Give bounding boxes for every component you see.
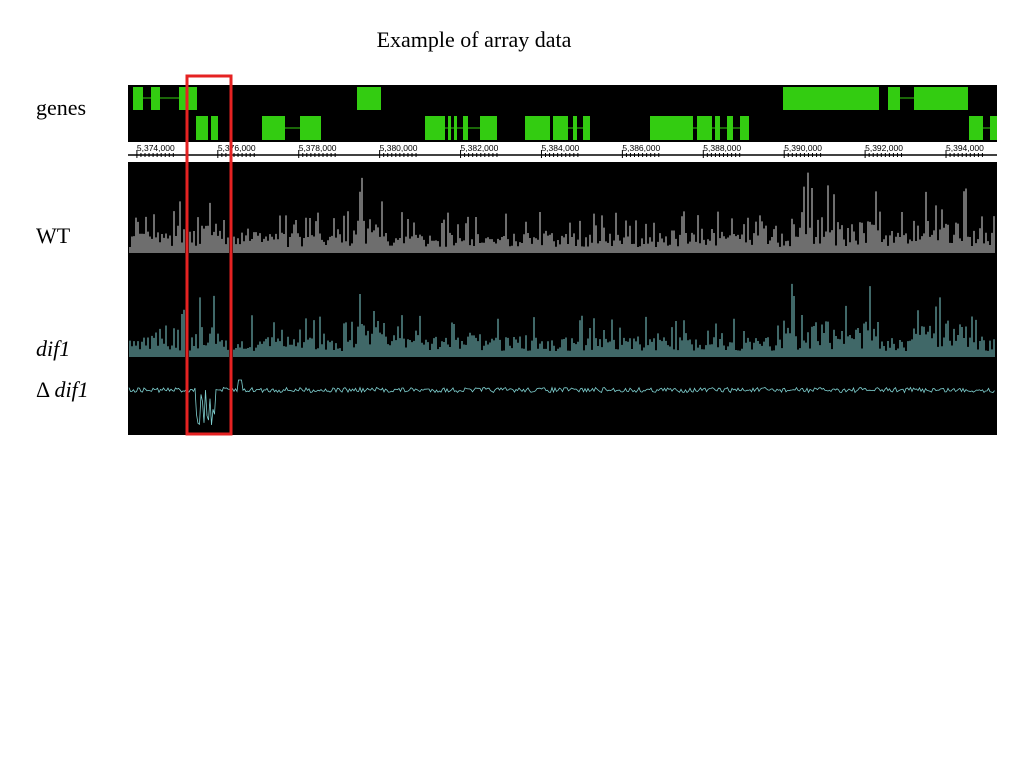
track-label: WT	[36, 223, 71, 248]
highlight-box	[185, 74, 233, 436]
tick-label: 5,386,000	[622, 143, 660, 153]
track-label: genes	[36, 95, 86, 120]
tick-label: 5,388,000	[703, 143, 741, 153]
tick-label: 5,378,000	[299, 143, 337, 153]
tick-label: 5,376,000	[218, 143, 256, 153]
track-label: Δ dif1	[36, 377, 89, 402]
genes	[133, 87, 997, 140]
title: Example of array data	[377, 27, 572, 52]
track-name: dif1	[54, 377, 88, 402]
data-panel	[128, 162, 997, 435]
tick-label: 5,384,000	[541, 143, 579, 153]
tick-label: 5,392,000	[865, 143, 903, 153]
delta-symbol: Δ	[36, 377, 50, 402]
track-label: dif1	[36, 336, 70, 361]
difference-trace	[128, 379, 995, 426]
tick-label: 5,394,000	[946, 143, 984, 153]
tick-label: 5,374,000	[137, 143, 175, 153]
tick-label: 5,382,000	[461, 143, 499, 153]
tick-label: 5,390,000	[784, 143, 822, 153]
tick-label: 5,380,000	[380, 143, 418, 153]
